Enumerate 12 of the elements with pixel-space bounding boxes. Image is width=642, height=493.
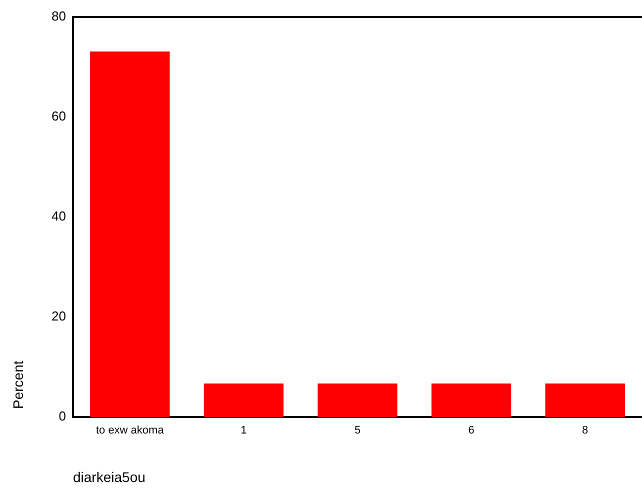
- y-axis-title: Percent: [10, 360, 26, 409]
- y-tick-label: 20: [52, 308, 66, 324]
- x-tick-label: 1: [240, 424, 247, 437]
- y-tick-label: 80: [52, 8, 66, 24]
- x-tick-label: to exw akoma: [96, 424, 165, 437]
- y-tick-label: 40: [52, 208, 66, 224]
- x-tick-label: 5: [354, 424, 361, 437]
- y-tick-label: 0: [58, 408, 66, 424]
- y-tick-label: 60: [52, 108, 66, 124]
- x-tick-label: 6: [468, 424, 474, 437]
- x-axis-title: diarkeia5ou: [73, 468, 146, 485]
- x-tick-label: 8: [582, 424, 588, 437]
